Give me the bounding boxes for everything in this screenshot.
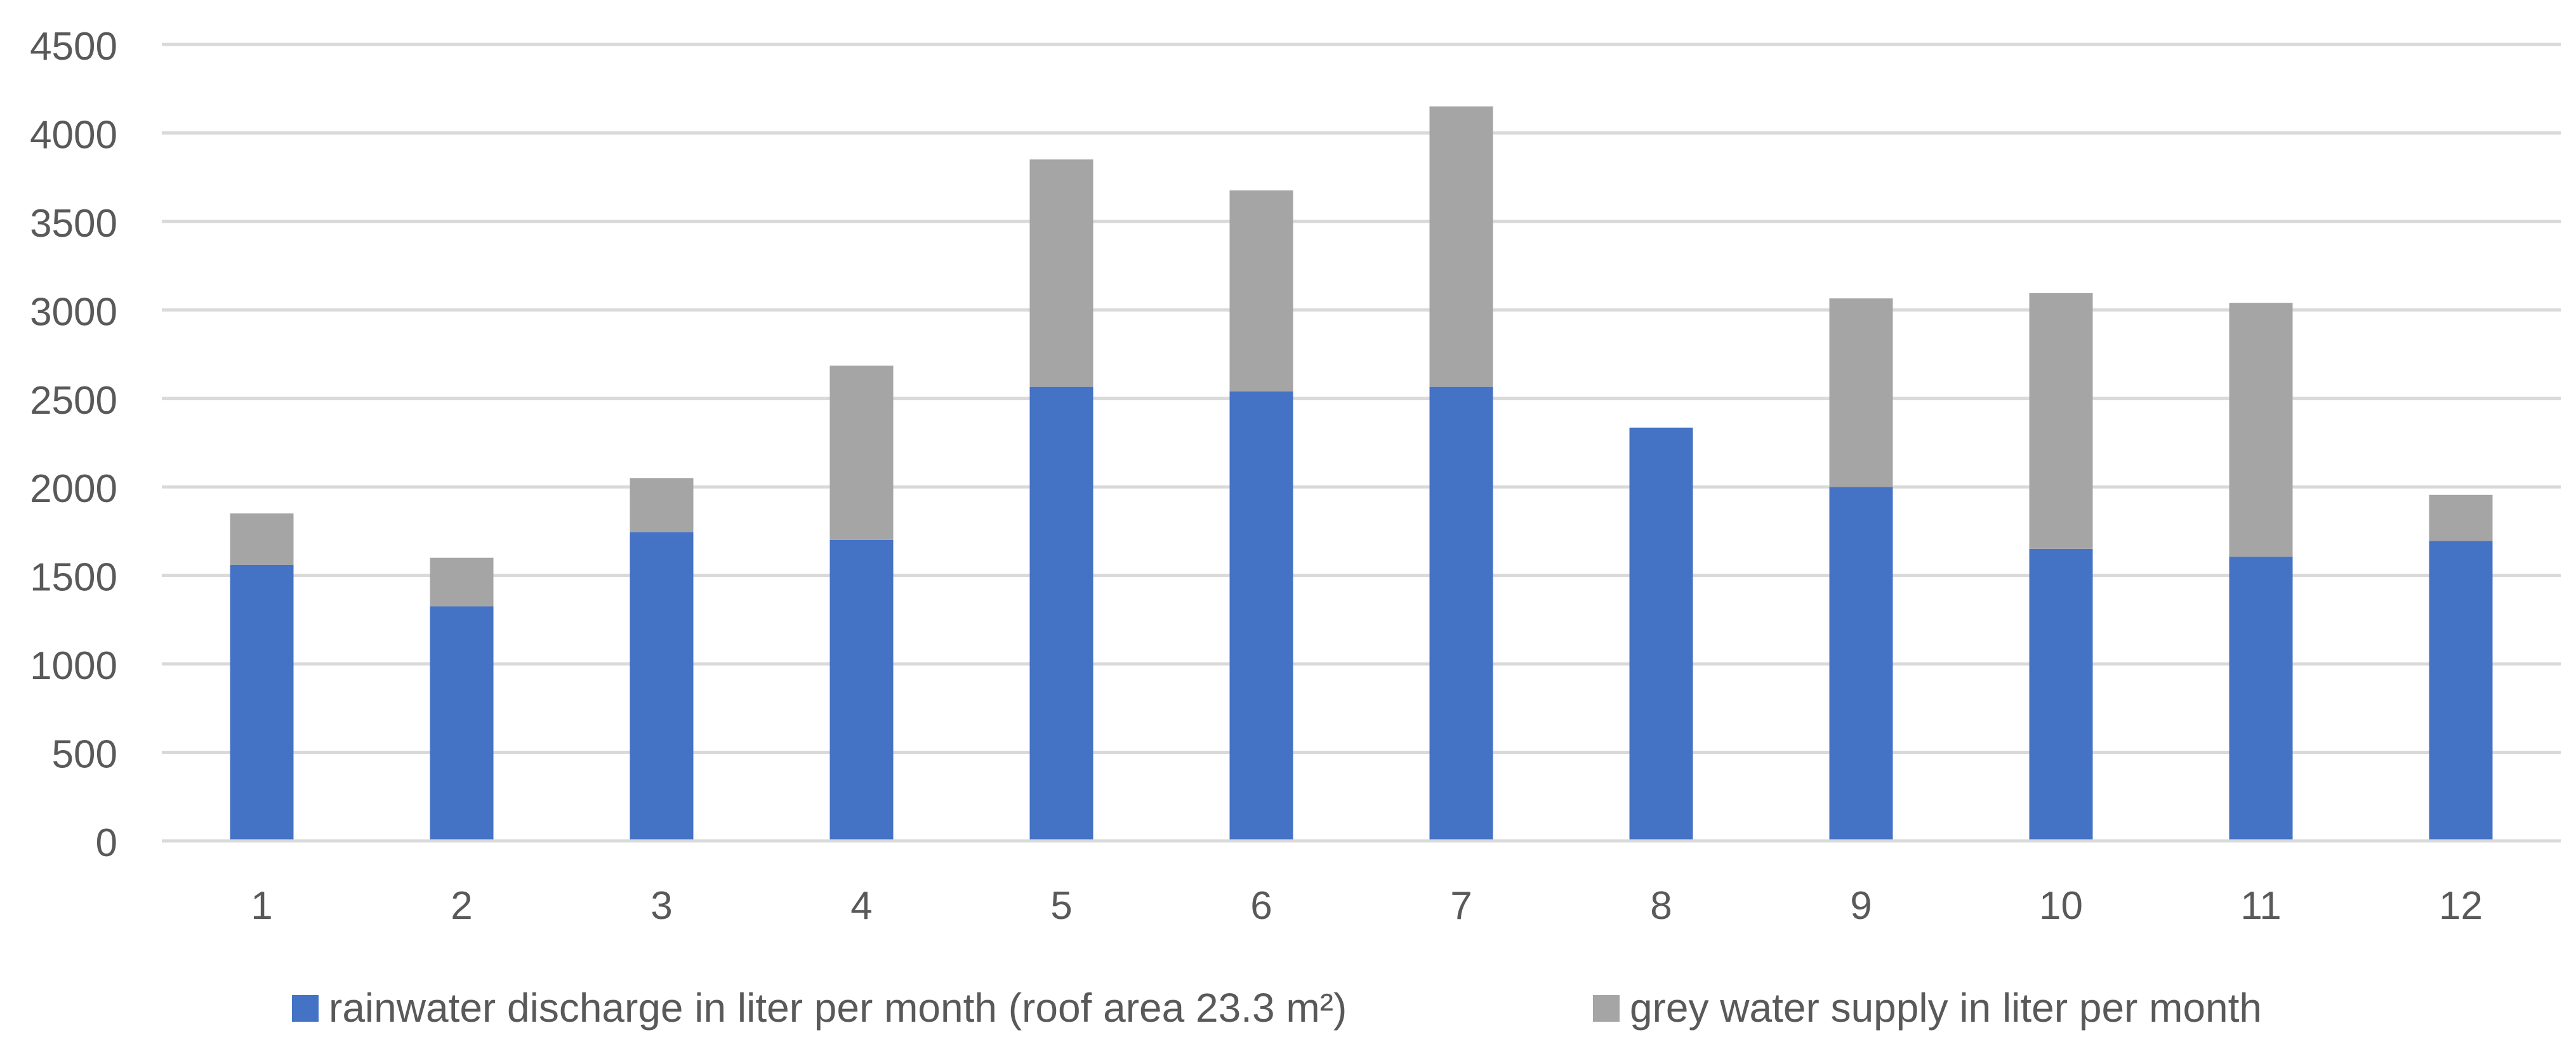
bar-series2-cat-1 [230, 513, 294, 565]
bar-series2-cat-12 [2429, 494, 2493, 541]
x-tick-label: 2 [451, 884, 472, 928]
bar-series1-cat-8 [1629, 427, 1693, 841]
bar-series1-cat-7 [1429, 386, 1493, 841]
bar-series1-cat-5 [1029, 386, 1093, 841]
bar-series2-cat-6 [1229, 190, 1293, 392]
bar-series1-cat-11 [2229, 557, 2293, 841]
bars [230, 106, 2493, 841]
y-tick-label: 1500 [30, 556, 117, 600]
y-tick-label: 2000 [30, 467, 117, 511]
x-tick-label: 8 [1650, 884, 1672, 928]
bar-series1-cat-9 [1829, 487, 1893, 841]
x-tick-label: 11 [2240, 884, 2281, 928]
legend-label-series1: rainwater discharge in liter per month (… [329, 985, 1347, 1031]
bar-series2-cat-2 [430, 557, 494, 607]
x-tick-label: 6 [1250, 884, 1272, 928]
bar-series1-cat-6 [1229, 391, 1293, 841]
bar-series2-cat-7 [1429, 106, 1493, 387]
x-tick-label: 4 [850, 884, 872, 928]
y-tick-label: 4000 [30, 113, 117, 157]
bar-series1-cat-3 [630, 532, 694, 841]
x-tick-label: 5 [1050, 884, 1072, 928]
y-tick-label: 1000 [30, 644, 117, 688]
x-tick-label: 12 [2439, 884, 2483, 928]
y-tick-label: 4500 [30, 25, 117, 69]
legend-label-series2: grey water supply in liter per month [1630, 985, 2262, 1031]
bar-series2-cat-5 [1029, 159, 1093, 387]
bar-series2-cat-3 [630, 478, 694, 532]
y-tick-label: 3500 [30, 202, 117, 246]
y-tick-label: 500 [52, 733, 117, 777]
bar-series1-cat-2 [430, 606, 494, 841]
bar-series2-cat-4 [829, 366, 894, 540]
y-tick-label: 2500 [30, 379, 117, 423]
gridlines [162, 43, 2561, 755]
bar-series2-cat-9 [1829, 298, 1893, 487]
bar-series1-cat-10 [2029, 548, 2093, 841]
x-tick-label: 3 [651, 884, 672, 928]
legend-swatch-series1 [292, 995, 319, 1022]
y-tick-label: 3000 [30, 290, 117, 334]
x-tick-label: 9 [1850, 884, 1872, 928]
legend: rainwater discharge in liter per month (… [292, 985, 2262, 1031]
x-tick-label: 10 [2039, 884, 2083, 928]
x-tick-label: 1 [251, 884, 272, 928]
bar-series2-cat-11 [2229, 303, 2293, 557]
y-tick-label: 0 [96, 821, 117, 865]
legend-swatch-series2 [1593, 995, 1620, 1022]
x-tick-label: 7 [1450, 884, 1472, 928]
bar-series1-cat-4 [829, 539, 894, 841]
bar-series1-cat-12 [2429, 541, 2493, 841]
bar-series2-cat-10 [2029, 293, 2093, 549]
bar-series1-cat-1 [230, 564, 294, 841]
